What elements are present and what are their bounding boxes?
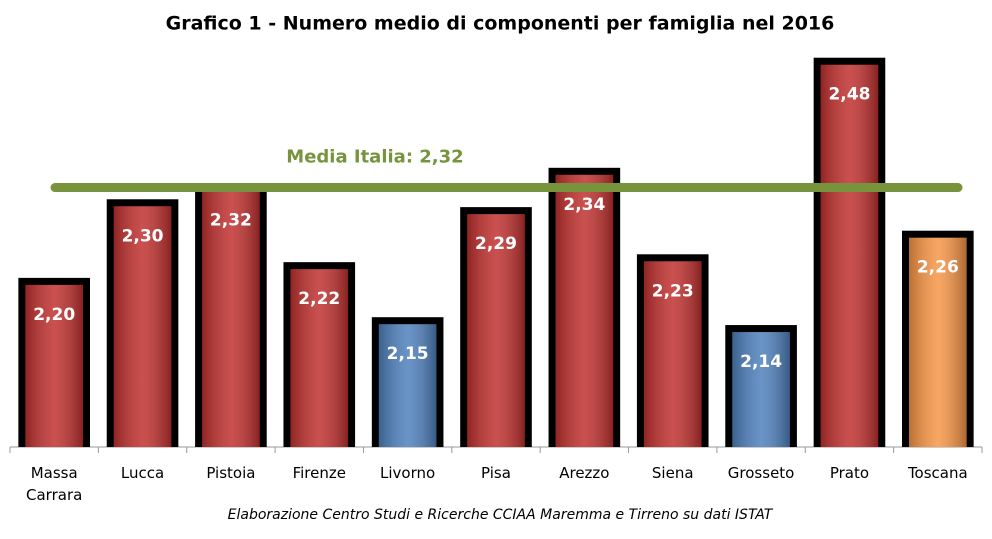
bar-shade bbox=[643, 261, 702, 447]
chart-title: Grafico 1 - Numero medio di componenti p… bbox=[166, 13, 835, 35]
source-note: Elaborazione Centro Studi e Ricerche CCI… bbox=[228, 507, 774, 523]
x-tick-label: Lucca bbox=[120, 464, 165, 482]
bar-shade bbox=[732, 332, 790, 447]
value-label: 2,32 bbox=[210, 211, 252, 231]
x-tick-label: Massa Carrara bbox=[26, 464, 83, 504]
x-tick-label: Prato bbox=[829, 464, 870, 482]
bar-shade bbox=[909, 237, 967, 447]
bar-shade bbox=[820, 64, 879, 447]
bar-shade bbox=[467, 214, 525, 447]
bar-shade bbox=[290, 269, 349, 447]
x-tick-label: Grosseto bbox=[727, 464, 795, 482]
value-label: 2,14 bbox=[740, 352, 782, 372]
reference-label: Media Italia: 2,32 bbox=[286, 147, 463, 168]
x-tick-label: Toscana bbox=[907, 464, 968, 482]
value-label: 2,20 bbox=[33, 305, 75, 325]
value-label: 2,34 bbox=[563, 195, 605, 215]
x-tick-label: Pistoia bbox=[206, 464, 256, 482]
value-label: 2,29 bbox=[475, 234, 517, 254]
value-label: 2,23 bbox=[652, 281, 694, 301]
x-tick-label: Pisa bbox=[481, 464, 511, 482]
value-label: 2,26 bbox=[917, 258, 959, 278]
bar-shade bbox=[113, 206, 172, 447]
x-tick-label: Livorno bbox=[380, 464, 436, 482]
bar-shade bbox=[25, 284, 83, 447]
value-label: 2,48 bbox=[828, 85, 870, 105]
value-label: 2,30 bbox=[122, 226, 164, 246]
x-tick-label: Firenze bbox=[292, 464, 346, 482]
bar-shade bbox=[555, 174, 614, 447]
x-tick-label: Siena bbox=[651, 464, 694, 482]
value-label: 2,15 bbox=[387, 344, 429, 364]
bar-shade bbox=[202, 190, 260, 447]
x-tick-label: Arezzo bbox=[559, 464, 610, 482]
bar-shade bbox=[378, 324, 437, 447]
value-label: 2,22 bbox=[298, 289, 340, 309]
